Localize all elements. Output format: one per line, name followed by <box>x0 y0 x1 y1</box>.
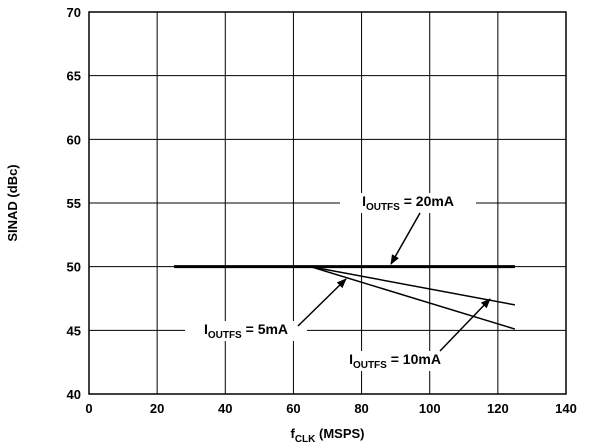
annotation-bg <box>331 351 459 371</box>
y-tick-label: 70 <box>67 5 81 20</box>
x-tick-label: 40 <box>218 401 232 416</box>
annotation-arrow <box>439 298 491 352</box>
x-tick-label: 20 <box>150 401 164 416</box>
y-tick-label: 40 <box>67 387 81 402</box>
annotation-label-rest: = 20mA <box>400 193 454 209</box>
annotation-arrow <box>390 212 421 265</box>
annotation-label-rest: = 10mA <box>387 351 441 367</box>
x-tick-label: 60 <box>286 401 300 416</box>
x-tick-label: 80 <box>354 401 368 416</box>
annotation-label-main: I <box>204 321 208 337</box>
y-tick-label: 60 <box>67 132 81 147</box>
x-tick-label: 0 <box>85 401 92 416</box>
y-tick-label: 50 <box>67 260 81 275</box>
annotation-label-main: I <box>362 193 366 209</box>
y-tick-label: 45 <box>67 323 81 338</box>
grid-lines <box>88 11 567 395</box>
y-axis-label: SINAD (dBc) <box>5 164 20 241</box>
x-tick-label: 120 <box>487 401 509 416</box>
annotation-label-sub: OUTFS <box>353 360 387 371</box>
tick-labels: 0 20 40 60 80 100 120 140 40 45 50 55 60 65 70 <box>67 5 577 416</box>
annotation-bg <box>340 193 476 213</box>
data-series <box>174 265 516 330</box>
x-axis-label-rest: (MSPS) <box>315 426 364 441</box>
annotation-label-20mA: IOUTFS = 20mA <box>362 193 454 213</box>
annotation-label-sub: OUTFS <box>366 202 400 213</box>
annotation-label-10mA: IOUTFS = 10mA <box>349 351 441 371</box>
x-axis-label-main: f <box>290 426 295 441</box>
y-tick-label: 55 <box>67 196 81 211</box>
y-tick-label: 65 <box>67 69 81 84</box>
annotation-label-rest: = 5mA <box>242 321 288 337</box>
annotation-label-sub: OUTFS <box>208 330 242 341</box>
series-line-5mA <box>174 265 516 330</box>
annotation-bg <box>185 321 307 341</box>
annotation-label-main: I <box>349 351 353 367</box>
x-axis-label: fCLK (MSPS) <box>290 426 364 445</box>
x-tick-label: 100 <box>419 401 441 416</box>
x-axis-label-sub: CLK <box>295 434 316 445</box>
plot-area-frame <box>88 11 567 395</box>
annotation-arrow <box>297 278 347 327</box>
x-tick-label: 140 <box>555 401 577 416</box>
annotation-label-5mA: IOUTFS = 5mA <box>204 321 288 341</box>
